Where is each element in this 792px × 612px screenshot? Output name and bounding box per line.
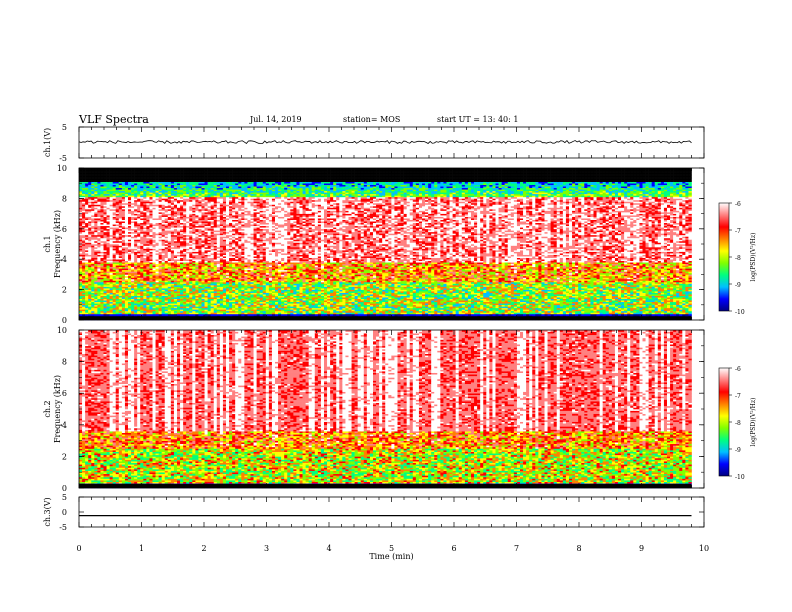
vlf-spectra-figure: 5-5ch.1(V)0246810ch.1 Frequency (kHz)0246…	[0, 0, 792, 612]
